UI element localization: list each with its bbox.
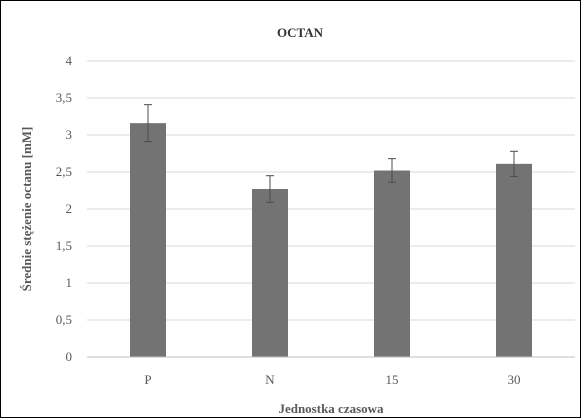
y-tick-label: 2: [66, 201, 73, 216]
y-tick-label: 0: [66, 349, 73, 364]
bar: [496, 163, 532, 357]
y-tick-label: 1: [66, 275, 73, 290]
x-tick-label: P: [144, 372, 151, 387]
x-tick-label: N: [265, 372, 275, 387]
y-tick-label: 0,5: [56, 312, 72, 327]
bars: [130, 123, 532, 357]
error-bar: [388, 158, 396, 183]
y-tick-label: 3: [66, 127, 73, 142]
error-bars: [144, 104, 518, 203]
y-tick-label: 4: [66, 53, 73, 68]
y-axis-tick-labels: 0 0,5 1 1,5 2 2,5 3 3,5 4: [56, 53, 73, 364]
y-tick-label: 3,5: [56, 90, 72, 105]
x-tick-label: 30: [508, 372, 521, 387]
error-bar: [510, 150, 518, 177]
bar: [374, 170, 410, 357]
y-tick-label: 2,5: [56, 164, 72, 179]
x-tick-label: 15: [386, 372, 399, 387]
x-axis-tick-labels: P N 15 30: [144, 372, 520, 387]
error-bar: [144, 104, 152, 143]
error-bar: [266, 175, 274, 203]
gridlines: [87, 60, 575, 321]
y-axis-title: Średnie stężenie octanu [mM]: [19, 127, 34, 292]
bar: [130, 123, 166, 357]
chart-title: OCTAN: [277, 25, 324, 40]
x-axis-title: Jednostka czasowa: [278, 401, 384, 416]
bar: [252, 189, 288, 357]
y-tick-label: 1,5: [56, 238, 72, 253]
